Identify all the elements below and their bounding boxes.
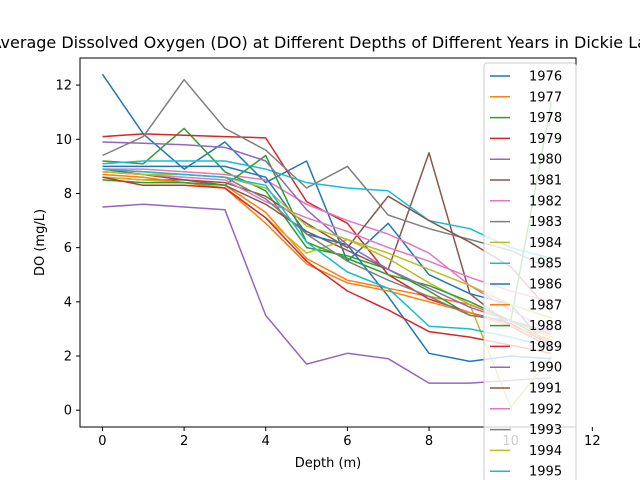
series-line-1989 xyxy=(102,176,552,355)
legend-box xyxy=(483,62,577,480)
series-line-1990 xyxy=(102,141,552,333)
legend-label-1976: 1976 xyxy=(529,70,562,85)
y-tick-label: 6 xyxy=(64,241,72,256)
series-line-1992 xyxy=(102,171,552,303)
legend-label-1991: 1991 xyxy=(529,382,562,397)
series-line-1982 xyxy=(102,168,552,333)
y-axis: 0 2 4 6 8 10 12 xyxy=(55,79,80,419)
x-tick-label: 4 xyxy=(262,434,270,449)
legend-label-1994: 1994 xyxy=(529,444,562,459)
legend-label-1977: 1977 xyxy=(529,90,562,105)
x-tick-label: 0 xyxy=(98,434,106,449)
legend-label-1995: 1995 xyxy=(529,465,562,480)
series-line-1995 xyxy=(102,168,552,349)
legend-label-1985: 1985 xyxy=(529,257,562,272)
legend-label-1993: 1993 xyxy=(529,423,562,438)
legend-label-1989: 1989 xyxy=(529,340,562,355)
legend-label-1978: 1978 xyxy=(529,111,562,126)
series-line-1985 xyxy=(102,160,552,260)
series-layer xyxy=(101,73,553,409)
x-tick-label: 12 xyxy=(584,434,601,449)
legend-label-1980: 1980 xyxy=(529,153,562,168)
legend-label-1979: 1979 xyxy=(529,132,562,147)
legend-label-1984: 1984 xyxy=(529,236,562,251)
y-tick-label: 12 xyxy=(55,79,72,94)
legend-label-1981: 1981 xyxy=(529,174,562,189)
series-line-1988 xyxy=(102,101,553,322)
y-tick-label: 8 xyxy=(64,187,72,202)
series-line-1980 xyxy=(102,203,552,384)
series-line-1991 xyxy=(102,168,553,314)
legend-label-1992: 1992 xyxy=(529,402,562,417)
y-axis-label: DO (mg/L) xyxy=(33,209,48,276)
series-line-1981 xyxy=(102,152,552,349)
legend-label-1982: 1982 xyxy=(529,194,562,209)
y-tick-label: 0 xyxy=(64,404,72,419)
legend-label-1988: 1988 xyxy=(529,319,562,334)
legend: 1976 1977 1978 1979 1980 1981 1982 1983 1984 1985… xyxy=(483,62,577,480)
y-tick-label: 4 xyxy=(64,295,72,310)
x-tick-label: 8 xyxy=(425,434,433,449)
legend-label-1983: 1983 xyxy=(529,215,562,230)
legend-label-1990: 1990 xyxy=(529,361,562,376)
x-tick-label: 6 xyxy=(343,434,351,449)
series-line-1976 xyxy=(101,73,553,352)
series-line-1987 xyxy=(102,173,552,341)
series-line-1983 xyxy=(102,78,552,270)
y-tick-label: 2 xyxy=(64,350,72,365)
x-tick-label: 2 xyxy=(180,434,188,449)
x-axis-label: Depth (m) xyxy=(295,456,362,471)
legend-label-1986: 1986 xyxy=(529,278,562,293)
y-tick-label: 10 xyxy=(55,133,72,148)
chart-title: Average Dissolved Oxygen (DO) at Differe… xyxy=(0,33,640,52)
legend-label-1987: 1987 xyxy=(529,298,562,313)
series-line-1986 xyxy=(102,165,552,363)
